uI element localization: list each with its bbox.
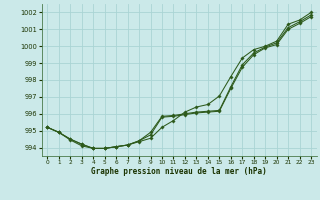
X-axis label: Graphe pression niveau de la mer (hPa): Graphe pression niveau de la mer (hPa): [91, 167, 267, 176]
